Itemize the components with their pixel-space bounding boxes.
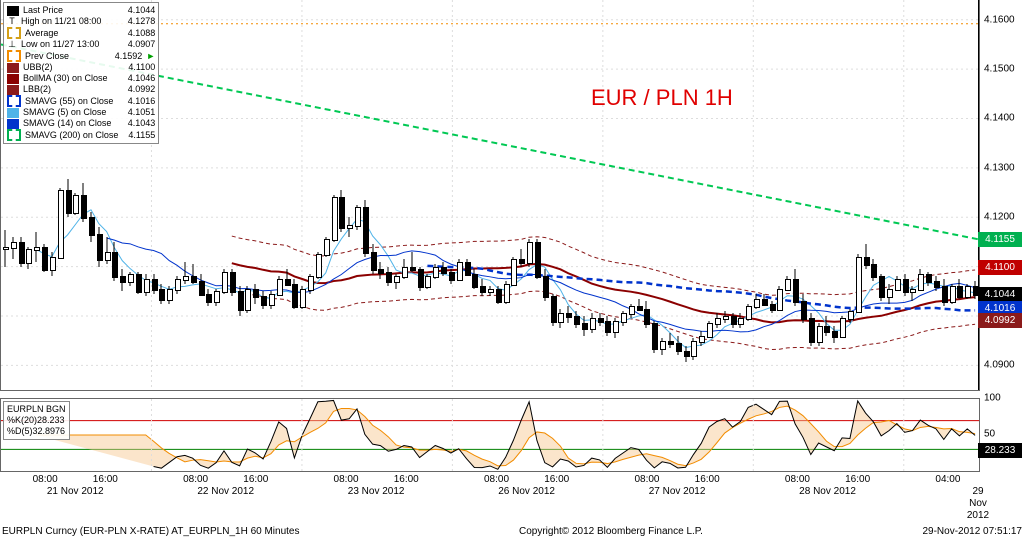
xaxis-time-label: 16:00 (544, 474, 569, 486)
yaxis-marker: 4.1044 (978, 287, 1022, 302)
legend-row: LBB(2)4.0992 (7, 84, 155, 95)
yaxis-label: 4.1500 (984, 64, 1015, 75)
legend-row: ⊥Low on 11/27 13:004.0907 (7, 39, 155, 50)
price-plot[interactable]: EUR / PLN 1H Last Price4.1044THigh on 11… (0, 0, 980, 391)
oscillator-lines (1, 399, 979, 471)
oscillator-yaxis: 5010028.233 (978, 398, 1024, 470)
time-xaxis: 08:0016:0021 Nov 201208:0016:0022 Nov 20… (0, 471, 978, 517)
chart-title-overlay: EUR / PLN 1H (591, 85, 733, 111)
price-yaxis: 4.09004.10004.11004.12004.13004.14004.15… (978, 0, 1024, 390)
xaxis-date-label: 26 Nov 2012 (498, 486, 555, 498)
oscillator-legend: EURPLN BGN%K(20)28.233%D(5)32.8976 (3, 401, 70, 440)
legend-row: Last Price4.1044 (7, 5, 155, 16)
yaxis-marker: 4.1155 (978, 232, 1022, 247)
footer-center: Copyright© 2012 Bloomberg Finance L.P. (519, 526, 703, 537)
xaxis-time-label: 04:00 (935, 474, 960, 486)
osc-ylabel: 100 (984, 393, 1001, 404)
xaxis-time-label: 08:00 (334, 474, 359, 486)
legend-row: Average4.1088 (7, 27, 155, 39)
osc-ylabel: 50 (984, 429, 995, 440)
yaxis-label: 4.1600 (984, 14, 1015, 25)
yaxis-marker: 4.0992 (978, 313, 1022, 328)
yaxis-label: 4.1400 (984, 113, 1015, 124)
xaxis-time-label: 08:00 (33, 474, 58, 486)
xaxis-date-label: 28 Nov 2012 (799, 486, 856, 498)
legend-row: SMAVG (55) on Close4.1016 (7, 95, 155, 107)
osc-legend-row: %D(5)32.8976 (7, 426, 66, 437)
xaxis-time-label: 08:00 (785, 474, 810, 486)
xaxis-time-label: 16:00 (845, 474, 870, 486)
oscillator-plot[interactable]: EURPLN BGN%K(20)28.233%D(5)32.8976 (0, 398, 980, 472)
xaxis-time-label: 08:00 (634, 474, 659, 486)
legend-box: Last Price4.1044THigh on 11/21 08:004.12… (3, 2, 159, 144)
xaxis-date-label: 27 Nov 2012 (649, 486, 706, 498)
legend-row: UBB(2)4.1100 (7, 62, 155, 73)
yaxis-label: 4.1300 (984, 162, 1015, 173)
xaxis-time-label: 08:00 (484, 474, 509, 486)
xaxis-date-label: 23 Nov 2012 (348, 486, 405, 498)
xaxis-time-label: 16:00 (243, 474, 268, 486)
yaxis-marker: 4.1100 (978, 260, 1022, 275)
osc-ymarker: 28.233 (978, 443, 1022, 458)
footer-left: EURPLN Curncy (EUR-PLN X-RATE) AT_EURPLN… (2, 526, 300, 537)
xaxis-date-label: 29 Nov 2012 (967, 486, 989, 522)
legend-row: Prev Close4.1592► (7, 50, 155, 62)
xaxis-time-label: 16:00 (695, 474, 720, 486)
yaxis-label: 4.0900 (984, 360, 1015, 371)
chart-footer: EURPLN Curncy (EUR-PLN X-RATE) AT_EURPLN… (2, 526, 1022, 537)
xaxis-time-label: 16:00 (93, 474, 118, 486)
legend-row: SMAVG (14) on Close4.1043 (7, 118, 155, 129)
xaxis-time-label: 16:00 (394, 474, 419, 486)
osc-legend-row: EURPLN BGN (7, 404, 66, 415)
footer-right: 29-Nov-2012 07:51:17 (922, 526, 1022, 537)
legend-row: THigh on 11/21 08:004.1278 (7, 16, 155, 27)
legend-row: SMAVG (5) on Close4.1051 (7, 107, 155, 118)
xaxis-date-label: 21 Nov 2012 (47, 486, 104, 498)
legend-row: SMAVG (200) on Close4.1155 (7, 129, 155, 141)
xaxis-time-label: 08:00 (183, 474, 208, 486)
legend-row: BollMA (30) on Close4.1046 (7, 73, 155, 84)
chart-root: EUR / PLN 1H Last Price4.1044THigh on 11… (0, 0, 1024, 539)
osc-legend-row: %K(20)28.233 (7, 415, 66, 426)
xaxis-date-label: 22 Nov 2012 (197, 486, 254, 498)
yaxis-label: 4.1200 (984, 212, 1015, 223)
